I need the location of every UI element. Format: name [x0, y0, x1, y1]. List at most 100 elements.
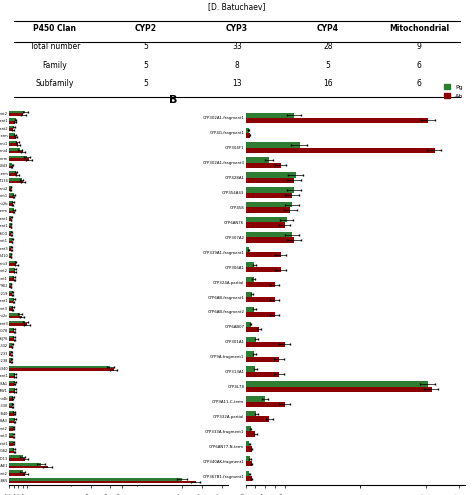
Bar [9, 223, 11, 226]
Bar [9, 368, 114, 371]
Bar [9, 410, 14, 413]
Bar [246, 222, 284, 228]
Bar [9, 181, 23, 184]
Bar [9, 233, 11, 236]
Bar [9, 188, 10, 191]
Bar [246, 381, 428, 387]
Bar [246, 262, 255, 267]
Bar [246, 193, 292, 198]
Bar [9, 343, 12, 346]
Bar [246, 351, 255, 357]
Bar [9, 231, 12, 233]
Bar [9, 331, 14, 333]
Bar [9, 308, 13, 311]
Bar [9, 428, 13, 431]
Bar [9, 413, 14, 416]
Bar [9, 396, 13, 398]
Bar [9, 481, 196, 483]
Bar [246, 396, 265, 401]
Bar [9, 328, 14, 331]
Bar [9, 346, 12, 348]
Bar [9, 403, 12, 406]
Bar [9, 158, 29, 161]
Bar [9, 316, 22, 318]
Bar [9, 478, 182, 481]
Bar [246, 232, 292, 237]
Bar [246, 327, 259, 332]
Bar [9, 388, 15, 391]
Bar [9, 111, 25, 113]
Bar [9, 436, 13, 438]
Bar [246, 118, 428, 123]
Bar [9, 253, 11, 256]
Bar [9, 141, 18, 144]
Bar [246, 441, 249, 446]
Bar [9, 200, 13, 203]
Bar [9, 283, 11, 286]
Bar [9, 358, 12, 361]
Bar [246, 202, 292, 207]
Bar [9, 455, 23, 458]
Bar [9, 441, 13, 443]
Bar [9, 166, 12, 168]
Bar [9, 361, 11, 363]
Bar [246, 322, 251, 327]
Bar [9, 178, 22, 181]
Bar [246, 416, 269, 422]
Bar [9, 321, 25, 323]
Bar [246, 217, 287, 222]
Bar [9, 293, 12, 296]
Bar [9, 418, 15, 421]
Bar [246, 431, 255, 437]
Bar [9, 151, 23, 153]
Bar [9, 391, 15, 394]
Legend: Pg, Ab: Pg, Ab [441, 82, 466, 101]
Bar [9, 298, 14, 301]
Bar [9, 383, 14, 386]
Bar [246, 307, 255, 312]
Bar [246, 337, 256, 342]
Bar [9, 196, 13, 198]
Bar [9, 323, 27, 326]
Bar [9, 291, 12, 293]
Bar [9, 208, 14, 211]
Bar [9, 336, 14, 338]
Bar [246, 426, 251, 431]
Bar [246, 207, 291, 213]
Bar [246, 471, 249, 476]
Bar [9, 173, 18, 176]
Bar [9, 366, 110, 368]
Bar [9, 470, 23, 473]
Bar [246, 411, 256, 416]
Bar [9, 171, 16, 173]
Bar [9, 450, 14, 453]
Bar [9, 271, 15, 273]
Bar [9, 353, 11, 356]
Bar [9, 246, 12, 248]
Bar [9, 448, 14, 450]
Bar [246, 292, 252, 297]
Bar [9, 373, 15, 376]
Bar [246, 133, 250, 138]
Bar [9, 211, 13, 213]
Bar [9, 144, 18, 146]
Bar [246, 401, 284, 407]
Bar [246, 297, 275, 302]
Bar [9, 218, 11, 221]
Bar [9, 305, 13, 308]
Bar [9, 301, 13, 303]
Bar [9, 261, 16, 263]
Bar [9, 113, 24, 116]
Bar [246, 461, 252, 466]
Bar [9, 381, 15, 383]
Bar [9, 248, 11, 251]
Bar [9, 338, 14, 341]
Bar [246, 237, 294, 243]
Bar [9, 156, 27, 158]
Bar [246, 456, 250, 461]
Bar [9, 433, 13, 436]
Bar [246, 366, 255, 372]
Bar [9, 263, 17, 266]
Bar [246, 267, 281, 272]
Bar [246, 247, 249, 252]
